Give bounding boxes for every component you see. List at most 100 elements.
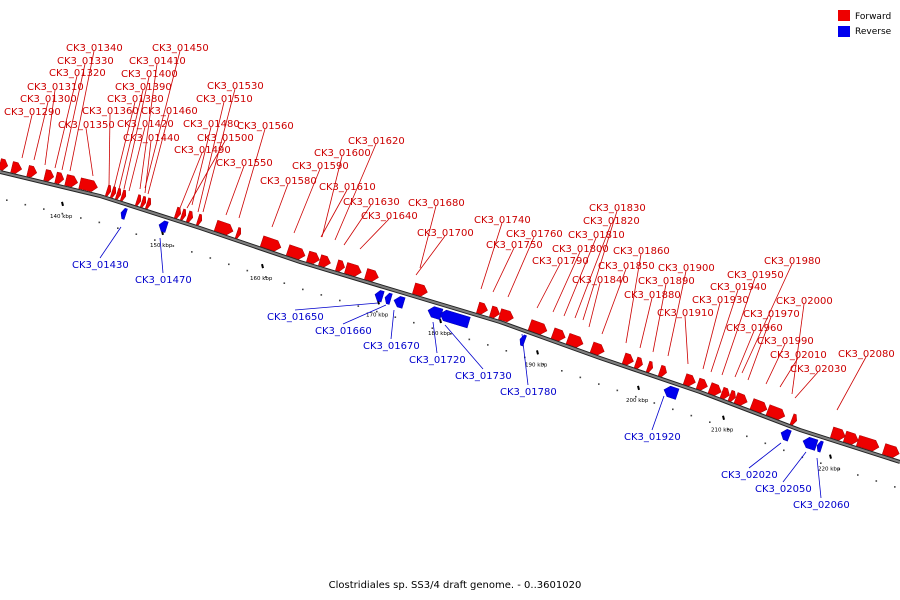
tick-label: 150 kbp xyxy=(150,243,173,249)
tick-dot xyxy=(468,338,471,341)
tick-dot xyxy=(117,227,119,229)
tick-mark xyxy=(61,201,64,207)
forward-gene xyxy=(645,360,653,373)
forward-gene xyxy=(489,305,500,319)
tick-label: 220 kbp xyxy=(818,467,841,473)
tick-dot xyxy=(431,327,434,329)
reverse-gene xyxy=(427,306,444,321)
leader-line xyxy=(202,88,236,213)
leader-line xyxy=(782,451,807,483)
forward-gene-label: CK3_01450 xyxy=(152,43,209,54)
forward-gene xyxy=(843,430,859,445)
leader-line xyxy=(294,302,379,311)
forward-gene-label: CK3_01310 xyxy=(27,82,84,93)
forward-gene xyxy=(695,377,708,391)
reverse-gene xyxy=(802,436,819,451)
forward-gene-label: CK3_01510 xyxy=(196,94,253,105)
reverse-gene-label: CK3_01730 xyxy=(455,371,512,382)
backbone-line xyxy=(0,171,900,463)
forward-gene xyxy=(318,254,331,268)
tick-mark xyxy=(439,318,442,324)
forward-gene-label: CK3_01380 xyxy=(107,94,164,105)
leader-line xyxy=(791,303,805,395)
forward-gene-label: CK3_01320 xyxy=(49,68,106,79)
forward-gene-label: CK3_01360 xyxy=(82,106,139,117)
forward-gene xyxy=(120,189,127,202)
leader-line xyxy=(108,113,111,187)
forward-gene xyxy=(789,413,797,426)
forward-gene-label: CK3_01930 xyxy=(692,295,749,306)
forward-gene xyxy=(180,208,187,221)
tick-dot xyxy=(357,305,360,307)
leader-line xyxy=(118,89,144,190)
leader-line xyxy=(625,253,642,344)
forward-gene xyxy=(234,227,242,239)
forward-gene xyxy=(719,386,730,400)
forward-gene xyxy=(476,301,488,315)
forward-gene-label: CK3_01990 xyxy=(757,336,814,347)
leader-line xyxy=(293,168,321,234)
reverse-gene xyxy=(158,220,169,233)
forward-gene-label: CK3_01290 xyxy=(4,107,61,118)
leader-line xyxy=(552,251,581,313)
tick-dot xyxy=(376,310,378,313)
leader-line xyxy=(343,204,372,246)
leader-line xyxy=(320,189,348,238)
leader-line xyxy=(139,63,158,190)
tick-dot xyxy=(24,203,27,206)
leader-line xyxy=(334,143,377,241)
tick-label: 170 kbp xyxy=(366,312,389,318)
forward-gene-label: CK3_01980 xyxy=(764,256,821,267)
forward-gene-label: CK3_01630 xyxy=(343,197,400,208)
reverse-gene xyxy=(816,440,824,453)
forward-gene-label: CK3_01810 xyxy=(568,230,625,241)
tick-label: 180 kbp xyxy=(428,331,451,337)
leader-line xyxy=(191,126,212,206)
forward-gene xyxy=(749,398,768,414)
tick-dot xyxy=(875,480,878,482)
leader-line xyxy=(21,114,33,159)
forward-gene-label: CK3_01950 xyxy=(727,270,784,281)
tick-dot xyxy=(746,435,748,438)
leader-lines xyxy=(21,50,867,499)
forward-gene xyxy=(306,250,320,264)
tick-mark xyxy=(261,263,264,269)
reverse-gene-label: CK3_01920 xyxy=(624,432,681,443)
forward-gene-label: CK3_01970 xyxy=(743,309,800,320)
reverse-gene xyxy=(120,207,128,220)
forward-gene-label: CK3_01700 xyxy=(417,228,474,239)
reverse-gene xyxy=(780,428,792,442)
tick-dot xyxy=(413,321,415,324)
tick-dot xyxy=(154,239,156,241)
reverse-gene-label: CK3_01670 xyxy=(363,341,420,352)
leader-line xyxy=(582,210,618,321)
leader-line xyxy=(652,283,667,353)
tick-dot xyxy=(246,269,249,272)
forward-gene-label: CK3_02080 xyxy=(838,349,895,360)
forward-gene-label: CK3_01600 xyxy=(314,148,371,159)
map-caption: Clostridiales sp. SS3/4 draft genome. - … xyxy=(329,580,582,591)
forward-gene-label: CK3_01420 xyxy=(117,119,174,130)
forward-gene xyxy=(657,364,667,378)
tick-dot xyxy=(135,233,138,235)
leader-line xyxy=(99,226,122,259)
forward-gene xyxy=(412,282,428,297)
forward-gene-label: CK3_02030 xyxy=(790,364,847,375)
tick-dot xyxy=(43,208,45,210)
tick-dot xyxy=(838,468,841,470)
leader-line xyxy=(419,205,437,269)
tick-label: 140 kbp xyxy=(50,214,73,220)
forward-gene xyxy=(213,219,234,236)
reverse-gene xyxy=(519,334,527,347)
tick-mark xyxy=(536,350,539,355)
leader-line xyxy=(748,442,782,469)
forward-gene xyxy=(498,308,514,323)
leader-line xyxy=(536,263,561,309)
forward-gene-label: CK3_01560 xyxy=(237,121,294,132)
forward-gene-label: CK3_01400 xyxy=(121,69,178,80)
forward-gene-label: CK3_01330 xyxy=(57,56,114,67)
leader-line xyxy=(415,235,446,276)
forward-gene xyxy=(621,352,634,366)
leader-line xyxy=(179,152,203,209)
forward-gene-label: CK3_01530 xyxy=(207,81,264,92)
